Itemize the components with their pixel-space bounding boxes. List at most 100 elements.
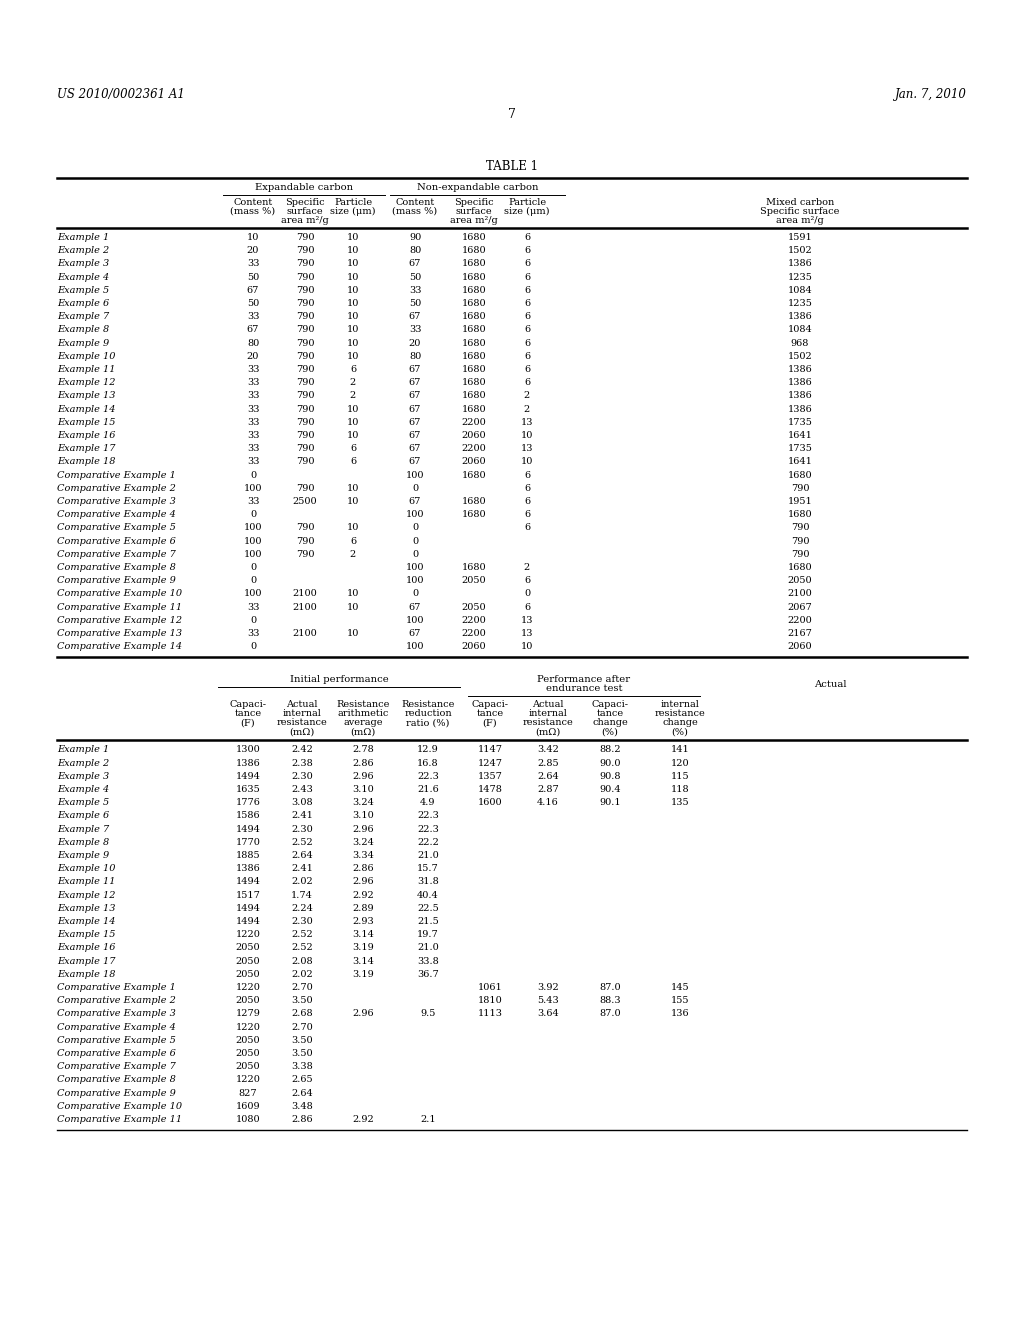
Text: 1386: 1386 xyxy=(236,759,260,768)
Text: 0: 0 xyxy=(250,616,256,624)
Text: 2.41: 2.41 xyxy=(291,812,313,821)
Text: 2.86: 2.86 xyxy=(291,1115,312,1125)
Text: 2100: 2100 xyxy=(293,590,317,598)
Text: 0: 0 xyxy=(412,550,418,558)
Text: 50: 50 xyxy=(409,273,421,281)
Text: Comparative Example 6: Comparative Example 6 xyxy=(57,537,176,545)
Text: 3.48: 3.48 xyxy=(291,1102,313,1111)
Text: 67: 67 xyxy=(409,445,421,453)
Text: 1147: 1147 xyxy=(477,746,503,755)
Text: 0: 0 xyxy=(412,524,418,532)
Text: Comparative Example 8: Comparative Example 8 xyxy=(57,564,176,572)
Text: Specific surface: Specific surface xyxy=(760,207,840,216)
Text: 2060: 2060 xyxy=(787,643,812,651)
Text: 6: 6 xyxy=(524,313,530,321)
Text: (mΩ): (mΩ) xyxy=(350,727,376,737)
Text: 2.08: 2.08 xyxy=(291,957,312,966)
Text: area m²/g: area m²/g xyxy=(451,216,498,224)
Text: 15.7: 15.7 xyxy=(417,865,439,874)
Text: 1680: 1680 xyxy=(462,247,486,255)
Text: 67: 67 xyxy=(409,603,421,611)
Text: Comparative Example 12: Comparative Example 12 xyxy=(57,616,182,624)
Text: 0: 0 xyxy=(412,484,418,492)
Text: 2.02: 2.02 xyxy=(291,970,313,979)
Text: 790: 790 xyxy=(296,273,314,281)
Text: 1600: 1600 xyxy=(477,799,503,808)
Text: 80: 80 xyxy=(409,352,421,360)
Text: Example 4: Example 4 xyxy=(57,785,110,795)
Text: 1220: 1220 xyxy=(236,1076,260,1085)
Text: 790: 790 xyxy=(296,379,314,387)
Text: 2: 2 xyxy=(524,405,530,413)
Text: 10: 10 xyxy=(347,260,359,268)
Text: 6: 6 xyxy=(524,484,530,492)
Text: 21.0: 21.0 xyxy=(417,851,439,861)
Text: 1220: 1220 xyxy=(236,931,260,940)
Text: Example 13: Example 13 xyxy=(57,392,116,400)
Text: Specific: Specific xyxy=(455,198,494,207)
Text: 100: 100 xyxy=(406,577,424,585)
Text: 2.64: 2.64 xyxy=(538,772,559,781)
Text: (%): (%) xyxy=(672,727,688,737)
Text: reduction: reduction xyxy=(404,709,452,718)
Text: 3.34: 3.34 xyxy=(352,851,374,861)
Text: 10: 10 xyxy=(347,313,359,321)
Text: 0: 0 xyxy=(250,577,256,585)
Text: 1386: 1386 xyxy=(236,865,260,874)
Text: 790: 790 xyxy=(296,286,314,294)
Text: internal: internal xyxy=(528,709,567,718)
Text: 2: 2 xyxy=(524,392,530,400)
Text: 22.3: 22.3 xyxy=(417,772,439,781)
Text: 2050: 2050 xyxy=(236,970,260,979)
Text: Initial performance: Initial performance xyxy=(290,676,388,684)
Text: 2100: 2100 xyxy=(293,603,317,611)
Text: (mΩ): (mΩ) xyxy=(290,727,314,737)
Text: 88.3: 88.3 xyxy=(599,997,621,1006)
Text: 790: 790 xyxy=(791,524,809,532)
Text: 2200: 2200 xyxy=(462,630,486,638)
Text: 1300: 1300 xyxy=(236,746,260,755)
Text: Comparative Example 2: Comparative Example 2 xyxy=(57,484,176,492)
Text: 1517: 1517 xyxy=(236,891,260,900)
Text: 3.50: 3.50 xyxy=(291,997,312,1006)
Text: Actual: Actual xyxy=(287,701,317,709)
Text: 67: 67 xyxy=(247,286,259,294)
Text: 2.52: 2.52 xyxy=(291,944,313,953)
Text: 1386: 1386 xyxy=(787,392,812,400)
Text: (F): (F) xyxy=(482,718,498,727)
Text: Example 17: Example 17 xyxy=(57,445,116,453)
Text: 2.86: 2.86 xyxy=(352,865,374,874)
Text: 10: 10 xyxy=(347,418,359,426)
Text: 1586: 1586 xyxy=(236,812,260,821)
Text: 67: 67 xyxy=(409,379,421,387)
Text: 10: 10 xyxy=(521,643,534,651)
Text: 1680: 1680 xyxy=(462,471,486,479)
Text: 6: 6 xyxy=(524,300,530,308)
Text: Content: Content xyxy=(233,198,272,207)
Text: 20: 20 xyxy=(247,352,259,360)
Text: 1061: 1061 xyxy=(477,983,503,993)
Text: Comparative Example 3: Comparative Example 3 xyxy=(57,498,176,506)
Text: 1080: 1080 xyxy=(236,1115,260,1125)
Text: Example 15: Example 15 xyxy=(57,931,116,940)
Text: 1609: 1609 xyxy=(236,1102,260,1111)
Text: 2: 2 xyxy=(524,564,530,572)
Text: 2.64: 2.64 xyxy=(291,1089,313,1098)
Text: 1084: 1084 xyxy=(787,326,812,334)
Text: 90.1: 90.1 xyxy=(599,799,621,808)
Text: 1680: 1680 xyxy=(462,511,486,519)
Text: Example 18: Example 18 xyxy=(57,970,116,979)
Text: 3.50: 3.50 xyxy=(291,1049,312,1059)
Text: area m²/g: area m²/g xyxy=(776,216,824,224)
Text: 10: 10 xyxy=(347,300,359,308)
Text: 33: 33 xyxy=(247,630,259,638)
Text: Example 2: Example 2 xyxy=(57,759,110,768)
Text: 115: 115 xyxy=(671,772,689,781)
Text: 2067: 2067 xyxy=(787,603,812,611)
Text: 1680: 1680 xyxy=(462,405,486,413)
Text: 2.65: 2.65 xyxy=(291,1076,312,1085)
Text: tance: tance xyxy=(476,709,504,718)
Text: 67: 67 xyxy=(409,405,421,413)
Text: Capaci-: Capaci- xyxy=(229,701,266,709)
Text: 2.96: 2.96 xyxy=(352,772,374,781)
